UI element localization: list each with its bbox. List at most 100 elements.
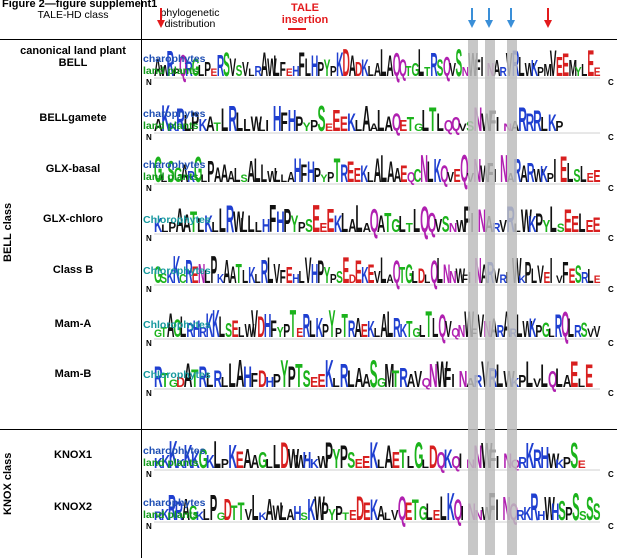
row-label: Class B [52, 264, 94, 276]
distribution: charophytes land plants [143, 108, 243, 132]
logo-residue: L [581, 61, 587, 81]
logo-residue: P [335, 503, 343, 525]
logo-residue: L [280, 173, 287, 185]
logo-residue: A [363, 220, 371, 235]
blue-arrow [507, 8, 515, 28]
logo-residue: D [258, 367, 267, 394]
logo-residue: I [459, 448, 462, 473]
logo-residue: A [370, 123, 379, 134]
logo-residue: G [413, 325, 421, 341]
n-terminus: N [146, 339, 152, 348]
logo-residue: Q [399, 54, 407, 81]
logo-residue: K [212, 301, 220, 345]
logo-residue: A [377, 210, 386, 237]
logo-residue: K [206, 453, 215, 473]
logo-residue: L [341, 207, 348, 238]
logo-residue: P [535, 209, 543, 239]
logo-residue: H [541, 440, 550, 474]
logo-residue: F [251, 370, 258, 392]
logo-residue: E [362, 454, 370, 473]
logo-residue: V [594, 323, 601, 341]
logo-residue: S [581, 318, 588, 342]
logo-residue: K [347, 109, 356, 137]
logo-residue: Q [422, 375, 431, 390]
logo-residue: Q [430, 256, 438, 291]
logo-residue: V [242, 60, 249, 81]
distribution-item: land plants [143, 509, 199, 521]
logo-residue: H [551, 498, 559, 525]
n-terminus: N [146, 470, 152, 479]
logo-residue: V [251, 301, 258, 345]
logo-residue: E [578, 460, 586, 471]
logo-residue: L [496, 359, 503, 395]
logo-residue: E [587, 170, 594, 185]
logo-residue: L [531, 264, 537, 288]
logo-residue: S [160, 270, 167, 286]
logo-residue: L [387, 303, 393, 345]
logo-residue: M [543, 61, 551, 81]
logo-residue: T [341, 309, 347, 345]
c-terminus: C [608, 522, 614, 531]
logo-residue: L [380, 249, 386, 291]
logo-residue: Y [320, 173, 327, 185]
logo-residue: E [405, 498, 412, 526]
distribution-item: land plants [143, 65, 199, 77]
row-label: BELLgamete [39, 112, 107, 124]
logo-residue: L [541, 114, 548, 136]
logo-residue: L [548, 327, 554, 340]
logo-residue: K [334, 210, 343, 237]
row-label: GLX-chloro [43, 213, 103, 225]
logo-residue: E [310, 374, 318, 390]
logo-residue: K [367, 316, 375, 342]
logo-residue: D [349, 273, 356, 286]
logo-residue: L [203, 505, 210, 524]
logo-residue: R [518, 453, 527, 471]
logo-residue: N [478, 204, 486, 240]
logo-residue: T [392, 367, 400, 394]
logo-residue: E [433, 507, 441, 524]
logo-residue: D [176, 374, 185, 390]
logo-residue: E [319, 220, 327, 235]
logo-residue: G [419, 503, 428, 525]
logo-residue: R [474, 373, 483, 392]
logo-residue: K [548, 111, 557, 138]
logo-residue: V [447, 168, 455, 185]
logo-residue: R [393, 313, 401, 343]
logo-residue: P [211, 247, 218, 291]
logo-residue: G [154, 149, 162, 190]
logo-residue: L [236, 108, 243, 138]
row-label: KNOX1 [54, 449, 92, 461]
logo-residue: Q [436, 448, 445, 473]
logo-residue: P [310, 116, 318, 134]
logo-residue: L [568, 315, 574, 344]
logo-residue: L [440, 490, 447, 528]
logo-residue: H [292, 63, 299, 79]
logo-residue: A [384, 111, 393, 136]
row-label: Mam-A [54, 318, 92, 330]
logo-residue: A [229, 261, 236, 288]
logo-residue: S [586, 491, 593, 529]
logo-residue: L [279, 498, 286, 526]
logo-residue: L [355, 116, 363, 134]
logo-residue: I [496, 454, 499, 473]
logo-residue: K [434, 154, 442, 190]
logo-residue: K [204, 210, 213, 237]
logo-residue: Y [324, 262, 331, 288]
distribution: charophytes land plants [143, 445, 243, 469]
logo-residue: H [292, 271, 299, 287]
logo-residue: L [422, 103, 429, 137]
logo-residue: L [368, 63, 374, 79]
logo-residue: L [580, 162, 587, 188]
distribution-item: Chlorophytes [143, 214, 211, 226]
logo-residue: T [405, 63, 411, 79]
logo-residue: S [572, 486, 580, 529]
logo-residue: S [557, 221, 565, 235]
logo-residue: L [206, 370, 213, 392]
logo-residue: R [255, 63, 262, 79]
distribution: Chlorophytes [143, 214, 243, 226]
logo-residue: E [569, 264, 576, 288]
logo-residue: L [578, 376, 585, 390]
logo-residue: I [451, 372, 454, 392]
logo-residue: R [186, 321, 194, 342]
